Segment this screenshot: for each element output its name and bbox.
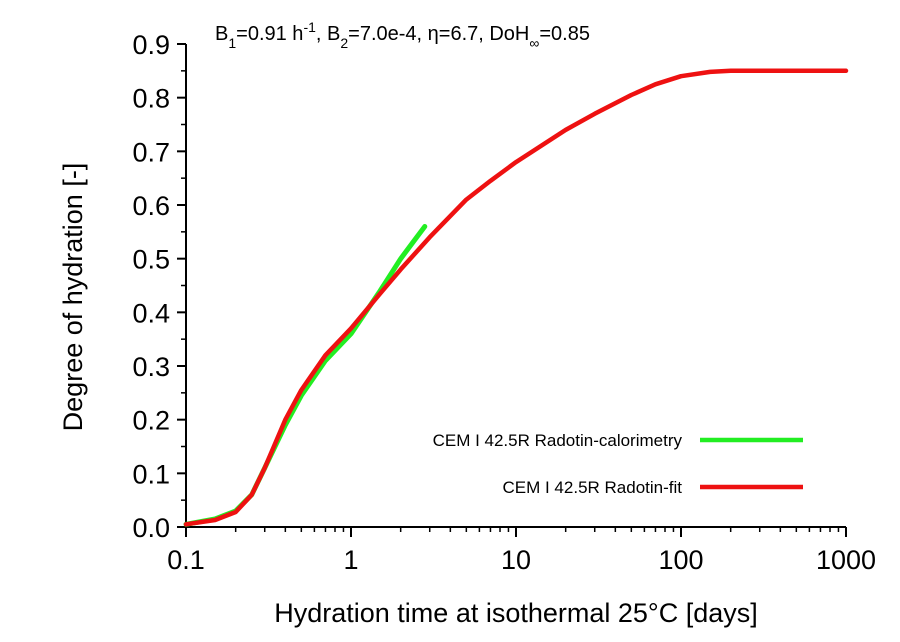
y-tick-label-4: 0.4 xyxy=(132,298,170,328)
title-part-7: =7.0e-4, η=6.7, DoH xyxy=(348,23,529,45)
y-tick-label-5: 0.5 xyxy=(132,245,170,275)
series-group xyxy=(183,68,849,527)
legend-label-1: CEM I 42.5R Radotin-fit xyxy=(502,478,682,497)
chart-title: B1=0.91 h-1, B2=7.0e-4, η=6.7, DoH∞=0.85 xyxy=(215,19,590,51)
y-tick-label-9: 0.9 xyxy=(132,30,170,60)
series-line-0 xyxy=(183,224,428,527)
title-part-1: B xyxy=(215,23,228,45)
legend-group: CEM I 42.5R Radotin-calorimetry CEM I 42.… xyxy=(433,431,803,497)
title-part-6: 2 xyxy=(340,35,348,51)
x-axis-title: Hydration time at isothermal 25°C [days] xyxy=(274,598,758,628)
y-tick-label-6: 0.6 xyxy=(132,191,170,221)
x-tick-label-4: 1000 xyxy=(816,545,876,575)
y-tick-label-2: 0.2 xyxy=(132,406,170,436)
title-part-3: =0.91 h xyxy=(236,23,303,45)
legend-label-0: CEM I 42.5R Radotin-calorimetry xyxy=(433,431,683,450)
title-part-2: 1 xyxy=(228,35,236,51)
x-tick-label-2: 10 xyxy=(501,545,531,575)
y-tick-label-0: 0.0 xyxy=(132,513,170,543)
title-part-4: -1 xyxy=(303,19,316,35)
title-part-5: , B xyxy=(316,23,340,45)
x-tick-label-0: 0.1 xyxy=(167,545,205,575)
y-tick-label-7: 0.7 xyxy=(132,137,170,167)
series-line-1 xyxy=(183,68,849,527)
y-tick-label-1: 0.1 xyxy=(132,459,170,489)
x-tick-label-1: 1 xyxy=(343,545,358,575)
y-axis-title: Degree of hydration [-] xyxy=(58,163,88,432)
y-tick-label-8: 0.8 xyxy=(132,84,170,114)
title-part-8: ∞ xyxy=(529,35,539,51)
title-part-9: =0.85 xyxy=(539,23,590,45)
axes-group: 0.00.10.20.30.40.50.60.70.80.90.1 1 10 100 1… xyxy=(132,30,876,575)
y-tick-label-3: 0.3 xyxy=(132,352,170,382)
x-tick-label-3: 100 xyxy=(658,545,703,575)
